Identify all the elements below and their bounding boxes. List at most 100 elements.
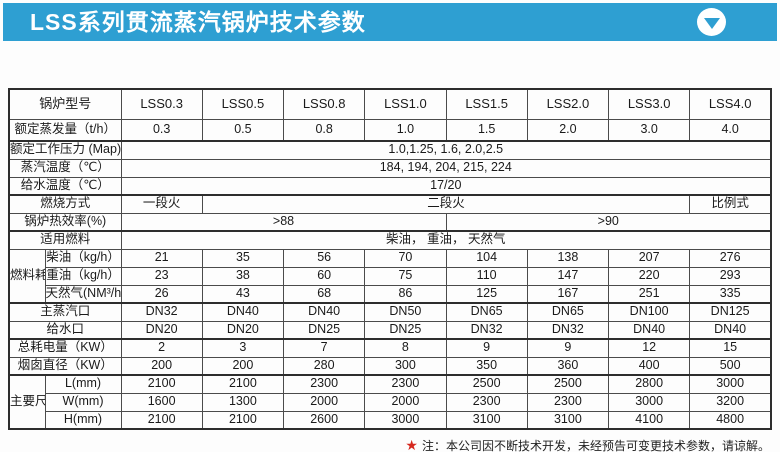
row-label-feed-port: 给水口 <box>8 320 122 340</box>
table-cell: 35 <box>201 248 285 268</box>
table-cell: 1600 <box>120 392 203 412</box>
table-row-steam-temp: 蒸汽温度（℃） 184, 194, 204, 215, 224 <box>8 158 772 178</box>
table-cell: DN32 <box>526 320 610 340</box>
table-row-combustion: 燃烧方式 一段火 二段火 比例式 <box>8 194 772 214</box>
table-cell: 2300 <box>445 392 528 412</box>
table-cell: DN65 <box>526 302 610 322</box>
table-cell: 68 <box>283 284 366 304</box>
table-cell: 70 <box>364 248 447 268</box>
table-cell: 7 <box>283 338 366 358</box>
table-cell: 2600 <box>283 410 366 430</box>
row-label-fuel-type: 适用燃料 <box>8 230 122 250</box>
table-cell: 335 <box>689 284 772 304</box>
table-cell: 276 <box>689 248 772 268</box>
table-cell: 26 <box>120 284 203 304</box>
table-cell: 3100 <box>526 410 610 430</box>
table-cell: 60 <box>283 266 366 286</box>
table-row-model: 锅炉型号 LSS0.3 LSS0.5 LSS0.8 LSS1.0 LSS1.5 LSS2.… <box>8 88 772 120</box>
table-cell: 3000 <box>608 392 691 412</box>
footnote-text: 注：本公司因不断技术开发，未经预告可变更技术参数，请谅解。 <box>421 439 770 452</box>
footnote: ★ 注：本公司因不断技术开发，未经预告可变更技术参数，请谅解。 <box>0 437 780 452</box>
table-cell: 2100 <box>120 374 203 394</box>
table-row-height: H(mm) 2100 2100 2600 3000 3100 3100 4100 4800 <box>9 410 772 430</box>
table-cell: 500 <box>689 356 772 376</box>
collapse-button[interactable] <box>697 8 726 36</box>
table-cell: 3 <box>201 338 285 358</box>
combustion-two-stage: 二段火 <box>201 194 691 214</box>
table-cell: 2500 <box>526 374 610 394</box>
table-cell: 4100 <box>608 410 691 430</box>
row-label-efficiency: 锅炉热效率(%) <box>8 212 122 232</box>
spec-table: 锅炉型号 LSS0.3 LSS0.5 LSS0.8 LSS1.0 LSS1.5 LSS2.… <box>8 88 773 430</box>
table-cell: 9 <box>526 338 610 358</box>
row-label-heavy-oil: 重油（kg/h） <box>44 266 122 286</box>
table-cell: 350 <box>445 356 528 376</box>
table-cell: 21 <box>120 248 203 268</box>
page-title: LSS系列贯流蒸汽锅炉技术参数 <box>30 9 366 35</box>
table-cell: 2300 <box>283 374 366 394</box>
row-label-power: 总耗电量（KW） <box>8 338 122 358</box>
table-row-evaporation: 额定蒸发量（t/h） 0.3 0.5 0.8 1.0 1.5 2.0 3.0 4.0 <box>8 118 772 142</box>
table-cell: 2000 <box>364 392 447 412</box>
row-label-pressure: 额定工作压力 (Map) <box>8 140 122 160</box>
table-cell: DN25 <box>283 320 366 340</box>
chevron-down-icon <box>703 17 720 29</box>
table-cell: 15 <box>689 338 772 358</box>
table-row-fuel-type: 适用燃料 柴油， 重油， 天然气 <box>8 230 772 250</box>
table-cell: 75 <box>364 266 447 286</box>
table-cell: 0.5 <box>201 118 285 142</box>
table-cell: 8 <box>364 338 447 358</box>
table-cell: DN40 <box>283 302 366 322</box>
row-label-combustion: 燃烧方式 <box>8 194 122 214</box>
table-cell: 147 <box>526 266 610 286</box>
table-cell: 1.0 <box>364 118 447 142</box>
feed-temp-value: 17/20 <box>120 176 772 196</box>
table-cell: 2500 <box>445 374 528 394</box>
table-cell: 167 <box>526 284 610 304</box>
table-cell: 138 <box>526 248 610 268</box>
table-cell: 280 <box>283 356 366 376</box>
table-cell: 3200 <box>689 392 772 412</box>
row-label-height: H(mm) <box>44 410 122 430</box>
table-cell: 0.3 <box>120 118 203 142</box>
fuel-type-value: 柴油， 重油， 天然气 <box>120 230 772 250</box>
table-cell: DN40 <box>608 320 691 340</box>
table-row-power: 总耗电量（KW） 2 3 7 8 9 9 12 15 <box>8 338 772 358</box>
table-cell: 43 <box>201 284 285 304</box>
row-label-diesel: 柴油（kg/h） <box>44 248 122 268</box>
table-cell: 12 <box>608 338 691 358</box>
table-row-length: 主要尺寸 L(mm) 21002100230023002500250028003… <box>8 374 772 430</box>
table-cell: 4800 <box>689 410 772 430</box>
table-cell: 2 <box>120 338 203 358</box>
row-label-width: W(mm) <box>44 392 122 412</box>
table-row-heavy-oil: 重油（kg/h） 23 38 60 75 110 147 220 293 <box>9 266 772 286</box>
table-cell: 1.5 <box>445 118 528 142</box>
table-cell: 2100 <box>201 374 285 394</box>
table-cell: 86 <box>364 284 447 304</box>
table-cell: 3100 <box>445 410 528 430</box>
row-label-model: 锅炉型号 <box>8 88 122 120</box>
table-cell: 104 <box>445 248 528 268</box>
row-label-evaporation: 额定蒸发量（t/h） <box>8 118 122 142</box>
combustion-proportional: 比例式 <box>689 194 772 214</box>
table-cell: 56 <box>283 248 366 268</box>
table-cell: 3000 <box>364 410 447 430</box>
table-cell: 207 <box>608 248 691 268</box>
row-label-steam-temp: 蒸汽温度（℃） <box>8 158 122 178</box>
table-row-feed-temp: 给水温度（℃） 17/20 <box>8 176 772 196</box>
efficiency-high: >90 <box>445 212 772 232</box>
table-row-feed-port: 给水口 DN20 DN20 DN25 DN25 DN32 DN32 DN40 DN40 <box>8 320 772 340</box>
table-cell: LSS4.0 <box>689 88 772 120</box>
table-row-natural-gas: 天然气(NM³/h) 26 43 68 86 125 167 251 335 <box>9 284 772 304</box>
row-label-steam-port: 主蒸汽口 <box>8 302 122 322</box>
table-cell: 200 <box>120 356 203 376</box>
table-cell: 2.0 <box>526 118 610 142</box>
table-cell: 125 <box>445 284 528 304</box>
pressure-value: 1.0,1.25, 1.6, 2.0,2.5 <box>120 140 772 160</box>
table-cell: DN65 <box>445 302 528 322</box>
table-cell: DN50 <box>364 302 447 322</box>
table-cell: DN40 <box>689 320 772 340</box>
table-cell: 220 <box>608 266 691 286</box>
table-cell: 2800 <box>608 374 691 394</box>
